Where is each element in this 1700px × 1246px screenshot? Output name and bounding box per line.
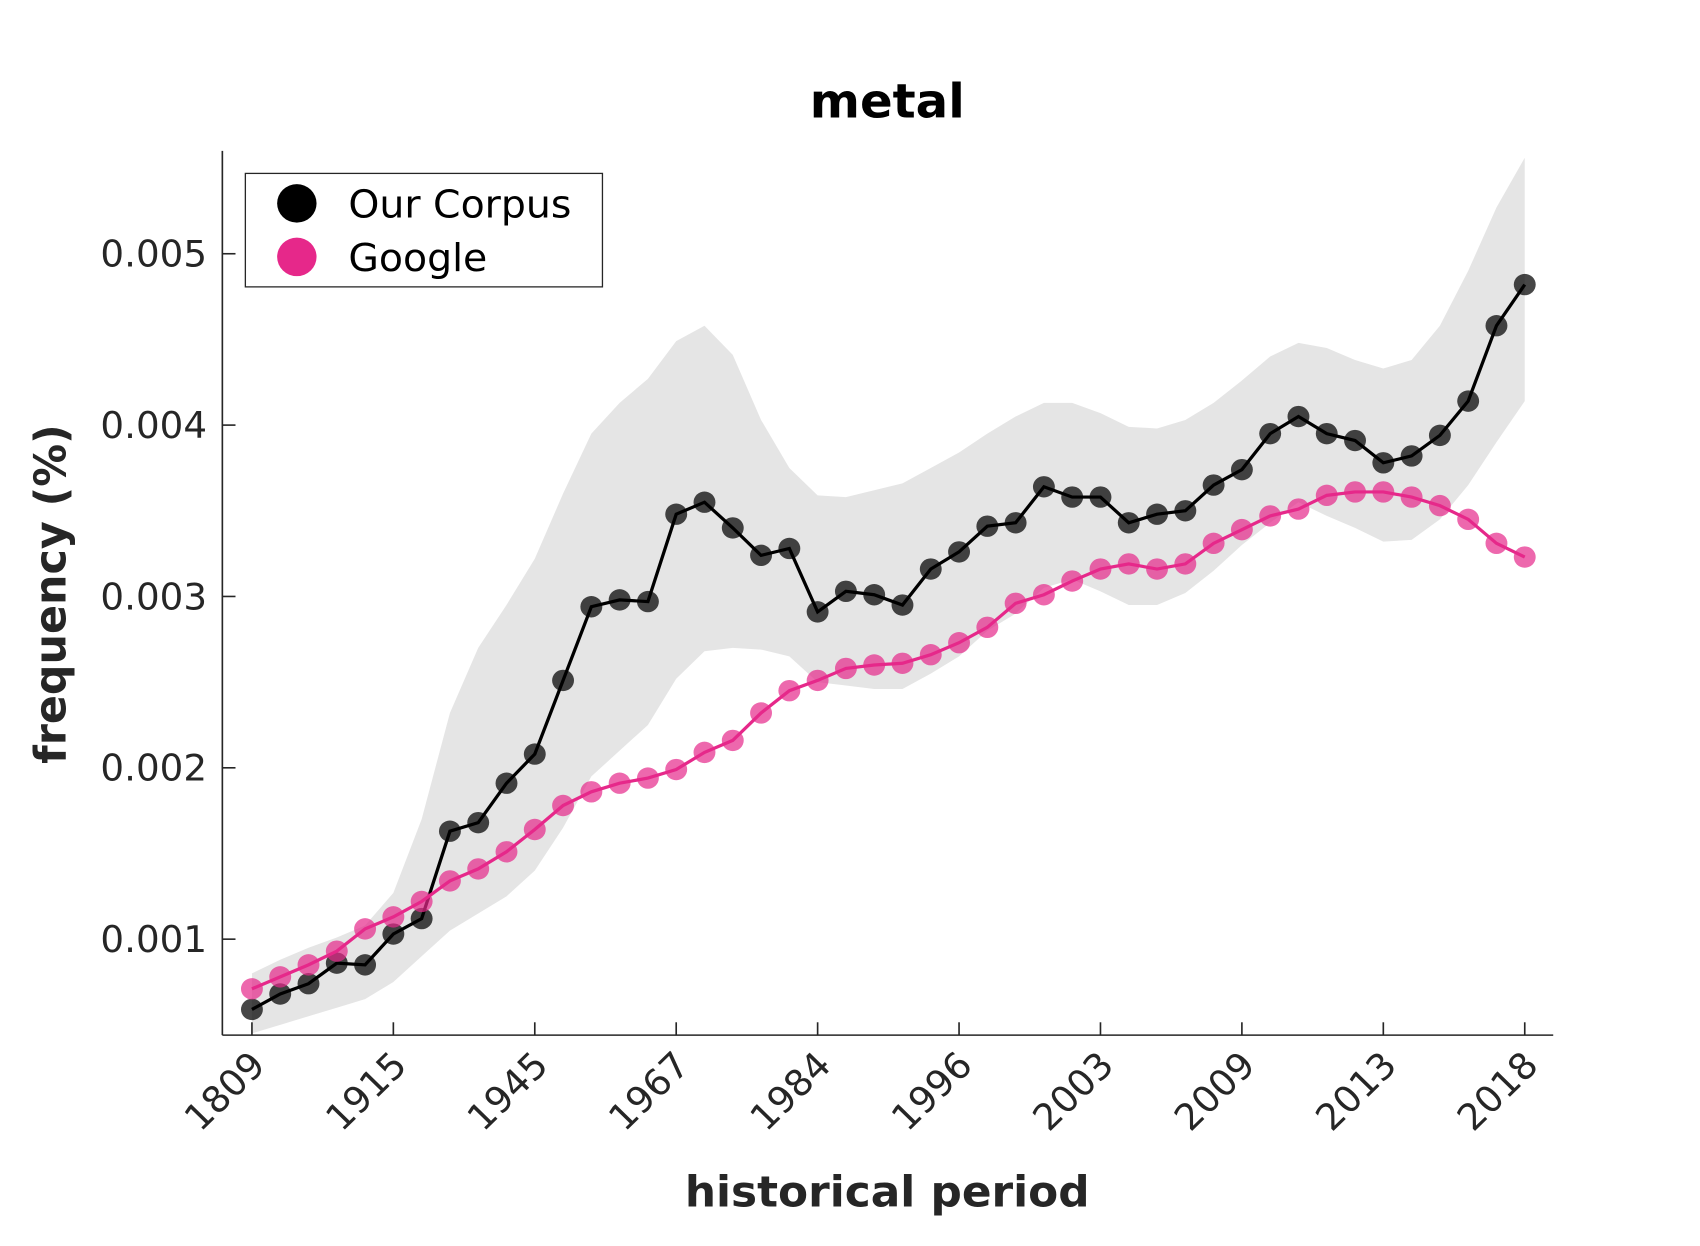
y-axis-title: frequency (%) [26,424,77,764]
confidence-band [251,157,1525,1034]
series-line [251,490,1526,991]
legend-marker [277,237,317,277]
x-axis-title: historical period [685,1168,1090,1217]
x-tick-label: 1915 [317,1043,415,1139]
legend-label: Google [348,236,487,280]
legend-marker [277,184,317,223]
y-tick-label: 0.003 [100,576,207,619]
y-tick-label: 0.005 [100,233,207,276]
y-tick-label: 0.004 [100,404,207,447]
legend: Our Corpus Google [244,172,604,288]
x-tick-label: 1967 [600,1043,698,1139]
x-tick-label: 1984 [742,1043,840,1139]
y-tick-label: 0.002 [100,747,207,790]
x-tick-label: 2009 [1166,1043,1264,1139]
x-tick-label: 1996 [883,1043,981,1139]
legend-label: Our Corpus [348,183,571,227]
y-tick-label: 0.001 [100,918,207,961]
x-tick-label: 1945 [459,1043,557,1139]
x-tick-label: 2013 [1307,1043,1405,1139]
x-tick-label: 2018 [1449,1043,1547,1139]
series-line [251,283,1527,1011]
x-tick-label: 1809 [176,1043,274,1139]
x-tick-label: 2003 [1024,1043,1122,1139]
chart-title: metal [810,75,965,129]
